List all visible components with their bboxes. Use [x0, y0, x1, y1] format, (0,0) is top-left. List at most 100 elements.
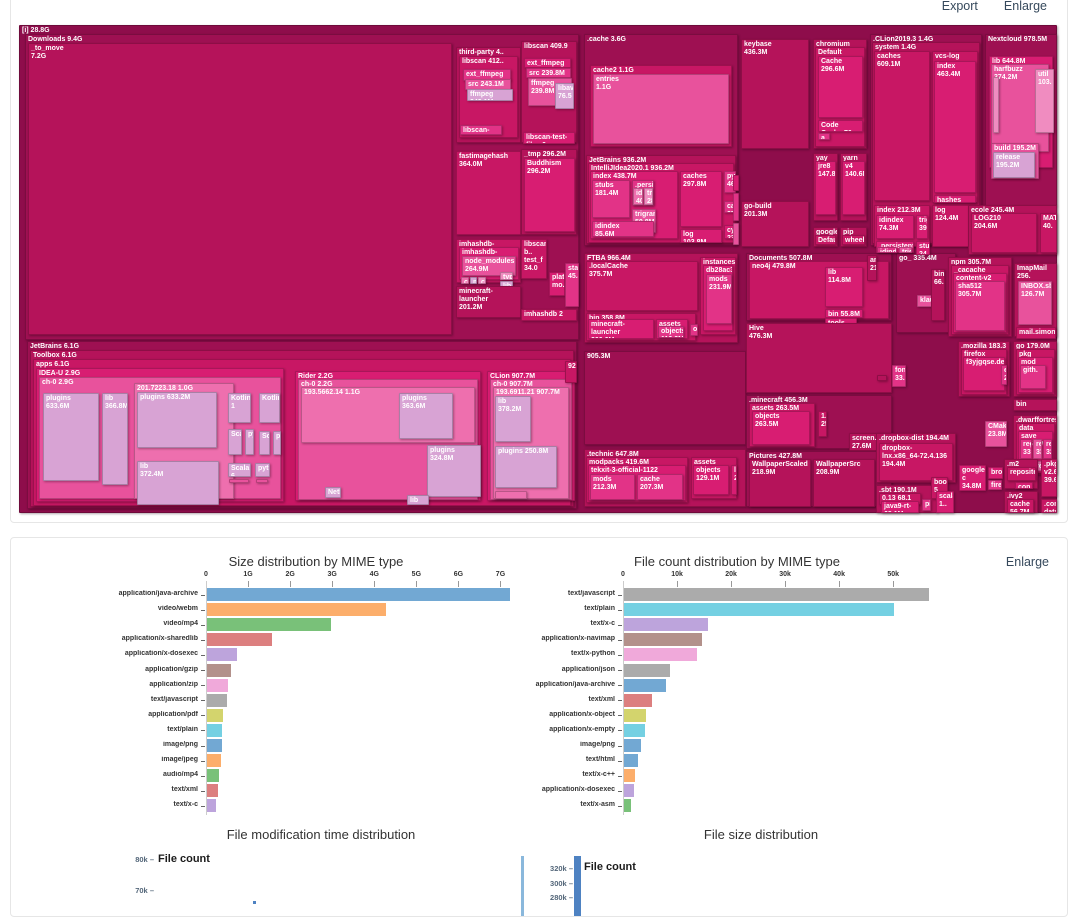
bar[interactable]	[207, 739, 223, 752]
treemap-node[interactable]: co	[478, 277, 486, 284]
treemap-node[interactable]: v4 140.6M	[842, 161, 865, 215]
treemap-node[interactable]: plugins 633.6M	[43, 393, 99, 481]
bar[interactable]	[624, 648, 697, 662]
treemap-node[interactable]: an 21	[867, 255, 877, 281]
treemap-node[interactable]: py	[273, 431, 281, 455]
treemap-node[interactable]: wheel	[842, 235, 865, 245]
treemap-node[interactable]: Cache 296.6M	[818, 56, 863, 118]
treemap-node[interactable]: libscan-test-file	[460, 125, 502, 135]
bar[interactable]	[521, 856, 524, 916]
treemap-node[interactable]: e 2	[1001, 365, 1007, 385]
treemap-node[interactable]: bin	[1013, 399, 1057, 411]
bar[interactable]	[624, 739, 641, 752]
treemap-node[interactable]: neo4j 479.8M	[749, 261, 889, 319]
bar[interactable]	[624, 618, 708, 632]
treemap-node[interactable]: lib 372.4M	[137, 461, 219, 505]
treemap-node[interactable]: .con. data	[1041, 499, 1057, 513]
treemap-node[interactable]: m	[470, 277, 477, 284]
treemap-node[interactable]: _to_move 7.2G	[28, 43, 452, 335]
bar[interactable]	[624, 603, 895, 617]
treemap-node[interactable]: Code Cache 70.	[818, 120, 863, 132]
bar[interactable]	[207, 769, 219, 783]
bar[interactable]	[207, 588, 510, 601]
treemap-node[interactable]	[256, 479, 268, 483]
treemap-node[interactable]: f3yjgqse.defau	[963, 357, 1005, 391]
treemap-node[interactable]: minecraft-launcher 201.2M	[456, 286, 521, 318]
treemap-node[interactable]: plat mo.	[549, 272, 565, 296]
treemap-node[interactable]: Scal	[228, 429, 242, 455]
treemap-node[interactable]: log 103.8M	[680, 229, 722, 243]
treemap-node[interactable]: bin 66.1	[931, 269, 945, 321]
treemap-node[interactable]: .pkg- v2.6 39.6	[1041, 459, 1057, 497]
treemap-node[interactable]: go_ 335.4M	[896, 253, 956, 333]
treemap-node[interactable]: hashes	[934, 195, 976, 203]
treemap-node[interactable]: Default	[815, 235, 836, 245]
bar[interactable]	[624, 708, 647, 722]
bar[interactable]	[207, 723, 223, 737]
treemap-node[interactable]: lau 29.	[731, 465, 737, 495]
treemap-node[interactable]: pyth	[255, 463, 270, 477]
treemap-node[interactable]: google-c 34.8M	[959, 465, 986, 491]
treemap-node[interactable]: trig 28	[644, 188, 653, 205]
treemap-node[interactable]: libav 76.5	[555, 83, 574, 109]
treemap-node[interactable]: idindex 74.3M	[876, 215, 914, 239]
bar[interactable]	[624, 754, 639, 768]
bar[interactable]	[624, 799, 632, 813]
treemap-node[interactable]	[229, 479, 249, 483]
treemap-node[interactable]: imhashdb 2	[521, 309, 577, 321]
treemap-node[interactable]: .localCache 375.7M	[586, 261, 698, 311]
treemap-node[interactable]: mods 231.9M	[706, 274, 732, 324]
treemap-node[interactable]: keybase 436.3M	[741, 39, 809, 149]
bar[interactable]	[574, 856, 581, 916]
treemap-node[interactable]: minecraft-launcher 200.6M	[588, 319, 654, 339]
bar[interactable]	[624, 693, 653, 707]
treemap-node[interactable]: plugins 250.8M	[495, 446, 557, 488]
treemap-node[interactable]: co	[461, 277, 469, 284]
treemap-node[interactable]: bin 55.8M	[825, 309, 863, 318]
treemap-node[interactable]: a	[818, 133, 830, 140]
treemap-node[interactable]: regio 33.5	[1020, 439, 1032, 459]
treemap-node[interactable]: WallpaperScaled 218.9M	[749, 459, 811, 507]
bar[interactable]	[207, 678, 229, 692]
charts-enlarge-button[interactable]: Enlarge	[1005, 555, 1049, 569]
treemap-node[interactable]: fon 33.	[892, 365, 906, 387]
treemap-node[interactable]: trigr	[899, 247, 912, 253]
bar[interactable]	[253, 901, 256, 904]
treemap-node[interactable]: idindex 85.6M	[592, 221, 654, 237]
treemap-node[interactable]: node_modules 264.9M	[462, 256, 516, 276]
treemap-node[interactable]: sha512 305.7M	[955, 281, 1005, 331]
treemap-node[interactable]: Sca	[259, 431, 270, 455]
treemap-node[interactable]: Hive 476.3M	[746, 323, 892, 393]
treemap-node[interactable]: src 239.8M	[526, 68, 571, 78]
treemap-node[interactable]: util 103.	[1035, 69, 1054, 133]
treemap-node[interactable]: LOG210 204.6M	[971, 213, 1037, 253]
treemap-node[interactable]: go-build 201.3M	[741, 201, 809, 247]
treemap-node[interactable]: idindex	[877, 247, 897, 253]
treemap-node[interactable]: pi	[922, 499, 931, 511]
treemap-node[interactable]	[733, 193, 739, 221]
treemap-node[interactable]: stage 45.4M	[565, 263, 579, 307]
treemap-node[interactable]: repository	[1007, 467, 1036, 481]
treemap-node[interactable]: reg 33.	[1033, 439, 1042, 459]
treemap-node[interactable]: INBOX.sbd 126.7M	[1018, 281, 1052, 325]
treemap-node[interactable]: scala- 1..	[936, 491, 954, 513]
treemap-node[interactable]	[733, 223, 739, 245]
bar[interactable]	[624, 769, 635, 783]
treemap-node[interactable]: fastimagehash 364.0M	[456, 151, 521, 235]
bar[interactable]	[207, 708, 223, 722]
treemap-node[interactable]: ffmpeg 243.1M	[467, 89, 513, 101]
bar[interactable]	[624, 663, 671, 677]
treemap-node[interactable]: 92	[565, 361, 577, 383]
treemap-node[interactable]: on	[690, 324, 698, 336]
bar[interactable]	[624, 678, 667, 692]
treemap-node[interactable]: mods 212.3M	[590, 474, 635, 500]
treemap-node[interactable]: cache 207.3M	[637, 474, 683, 500]
treemap-node[interactable]: Scala 6	[228, 463, 251, 477]
bar[interactable]	[624, 723, 645, 737]
treemap-node[interactable]: libscan-test-files 6	[523, 132, 575, 144]
treemap-node[interactable]: release 195.2M	[993, 152, 1035, 178]
treemap-node[interactable]: stubs 24.9M	[916, 241, 930, 255]
treemap-node[interactable]	[993, 77, 999, 133]
bar[interactable]	[207, 633, 273, 647]
bar[interactable]	[624, 784, 634, 798]
